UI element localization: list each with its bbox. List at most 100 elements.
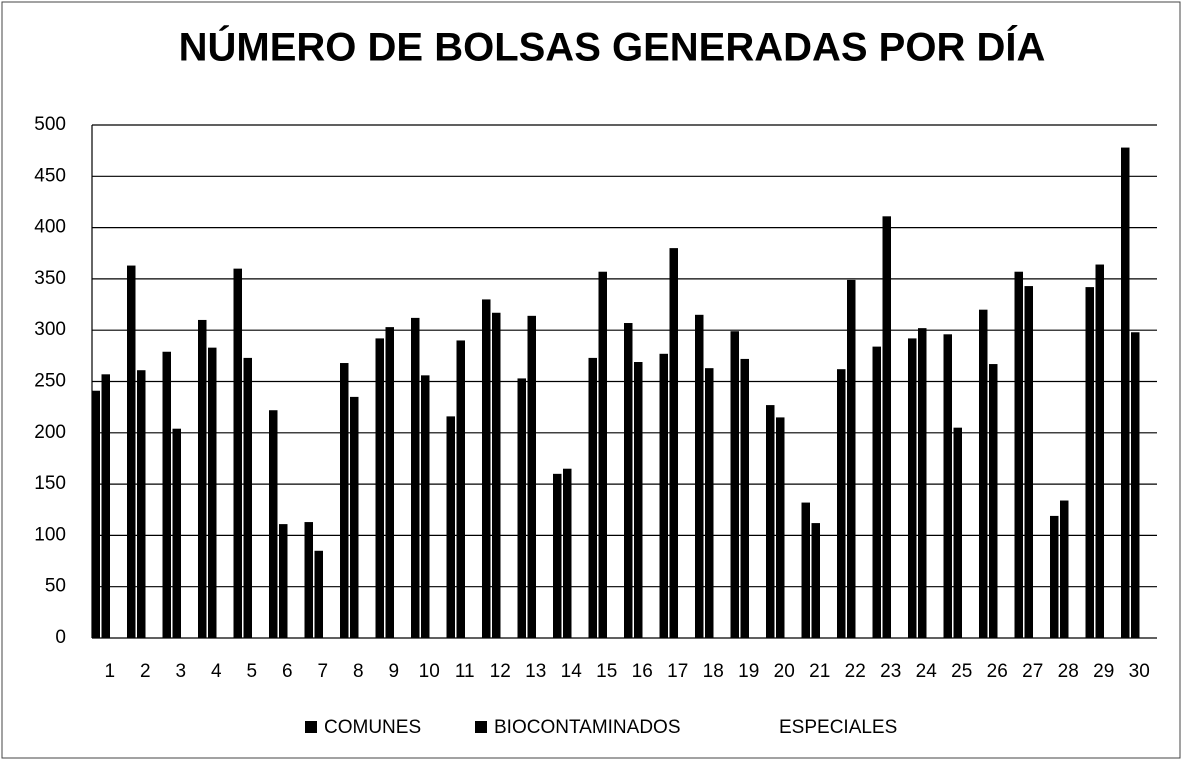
bar bbox=[421, 375, 430, 638]
x-tick-label: 11 bbox=[455, 661, 475, 682]
legend-swatch bbox=[475, 721, 487, 733]
bar bbox=[1121, 147, 1130, 638]
x-tick-label: 13 bbox=[525, 661, 546, 682]
legend-swatch bbox=[760, 721, 772, 733]
x-tick-label: 6 bbox=[282, 661, 293, 682]
y-tick-label: 450 bbox=[34, 165, 66, 186]
x-tick-label: 19 bbox=[738, 661, 759, 682]
bar bbox=[137, 370, 146, 638]
x-tick-label: 17 bbox=[667, 661, 688, 682]
bar bbox=[837, 369, 846, 638]
x-tick-label: 5 bbox=[246, 661, 257, 682]
bar bbox=[279, 524, 288, 638]
bar bbox=[172, 428, 181, 638]
y-tick-label: 150 bbox=[34, 473, 66, 494]
bar bbox=[127, 265, 136, 638]
x-tick-label: 29 bbox=[1093, 661, 1114, 682]
bar bbox=[1050, 515, 1059, 638]
bar bbox=[243, 357, 252, 638]
bar bbox=[588, 357, 597, 638]
bar bbox=[730, 331, 739, 638]
x-tick-label: 10 bbox=[419, 661, 440, 682]
bar bbox=[269, 410, 278, 638]
x-tick-label: 20 bbox=[774, 661, 795, 682]
bar bbox=[101, 374, 110, 638]
x-tick-label: 30 bbox=[1129, 661, 1150, 682]
legend-swatch bbox=[305, 721, 317, 733]
y-tick-label: 100 bbox=[34, 524, 66, 545]
bar bbox=[350, 396, 359, 638]
bar bbox=[385, 327, 394, 638]
bar bbox=[740, 358, 749, 638]
x-tick-label: 27 bbox=[1022, 661, 1043, 682]
x-tick-label: 14 bbox=[561, 661, 583, 682]
legend-label: BIOCONTAMINADOS bbox=[494, 717, 681, 738]
y-tick-label: 400 bbox=[34, 217, 66, 238]
bar bbox=[517, 378, 526, 638]
bar bbox=[208, 347, 217, 638]
bar bbox=[943, 334, 952, 638]
bar bbox=[563, 468, 572, 638]
x-tick-label: 2 bbox=[140, 661, 151, 682]
y-tick-label: 300 bbox=[34, 319, 66, 340]
bar bbox=[659, 353, 668, 638]
y-tick-label: 0 bbox=[55, 627, 66, 648]
y-tick-label: 500 bbox=[34, 114, 66, 135]
x-tick-label: 3 bbox=[175, 661, 186, 682]
x-tick-label: 23 bbox=[880, 661, 901, 682]
bar bbox=[482, 299, 491, 638]
y-tick-label: 250 bbox=[34, 371, 66, 392]
legend-label: COMUNES bbox=[324, 717, 421, 738]
bar bbox=[527, 315, 536, 638]
bar bbox=[847, 279, 856, 638]
bar bbox=[801, 502, 810, 638]
bar bbox=[198, 319, 207, 638]
x-tick-label: 28 bbox=[1058, 661, 1079, 682]
x-tick-label: 4 bbox=[211, 661, 222, 682]
bar bbox=[1131, 332, 1140, 638]
bar bbox=[634, 362, 643, 638]
x-tick-label: 1 bbox=[104, 661, 115, 682]
bar bbox=[872, 346, 881, 638]
y-tick-label: 350 bbox=[34, 268, 66, 289]
bar bbox=[492, 312, 501, 638]
x-tick-label: 12 bbox=[490, 661, 511, 682]
bar bbox=[446, 416, 455, 638]
bar bbox=[456, 340, 465, 638]
x-tick-label: 26 bbox=[987, 661, 1008, 682]
bar bbox=[304, 522, 313, 638]
x-tick-label: 16 bbox=[632, 661, 653, 682]
x-tick-label: 18 bbox=[703, 661, 724, 682]
bar bbox=[314, 550, 323, 638]
bar bbox=[1024, 286, 1033, 638]
x-tick-label: 21 bbox=[809, 661, 830, 682]
bar bbox=[669, 248, 678, 638]
chart-title: NÚMERO DE BOLSAS GENERADAS POR DÍA bbox=[179, 24, 1046, 70]
bar bbox=[91, 390, 100, 638]
bar bbox=[624, 323, 633, 638]
bar bbox=[776, 417, 785, 638]
x-tick-label: 25 bbox=[951, 661, 972, 682]
x-tick-label: 24 bbox=[916, 661, 938, 682]
bar bbox=[695, 314, 704, 638]
x-tick-label: 8 bbox=[353, 661, 364, 682]
bar bbox=[411, 317, 420, 638]
bar bbox=[553, 473, 562, 638]
bar bbox=[979, 309, 988, 638]
y-tick-label: 200 bbox=[34, 422, 66, 443]
y-tick-label: 50 bbox=[45, 576, 66, 597]
bar bbox=[375, 338, 384, 638]
x-tick-label: 15 bbox=[596, 661, 617, 682]
x-tick-label: 9 bbox=[388, 661, 399, 682]
bar bbox=[1060, 500, 1069, 638]
bar bbox=[882, 216, 891, 638]
legend-label: ESPECIALES bbox=[779, 717, 897, 738]
x-tick-label: 22 bbox=[845, 661, 866, 682]
bar bbox=[598, 271, 607, 638]
bar bbox=[918, 328, 927, 638]
bar bbox=[1014, 271, 1023, 638]
bar bbox=[989, 364, 998, 638]
bar bbox=[340, 363, 349, 638]
bar bbox=[1085, 287, 1094, 638]
